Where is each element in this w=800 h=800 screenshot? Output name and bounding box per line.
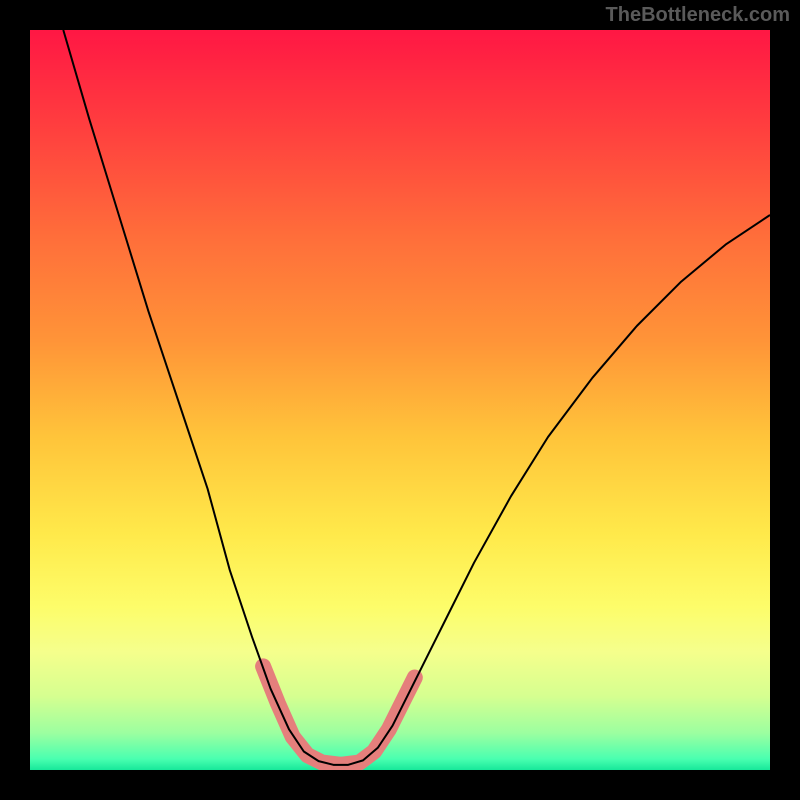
plot-background (30, 30, 770, 770)
watermark-label: TheBottleneck.com (606, 4, 790, 27)
chart-svg (0, 0, 800, 800)
chart-container: TheBottleneck.com (0, 0, 800, 800)
